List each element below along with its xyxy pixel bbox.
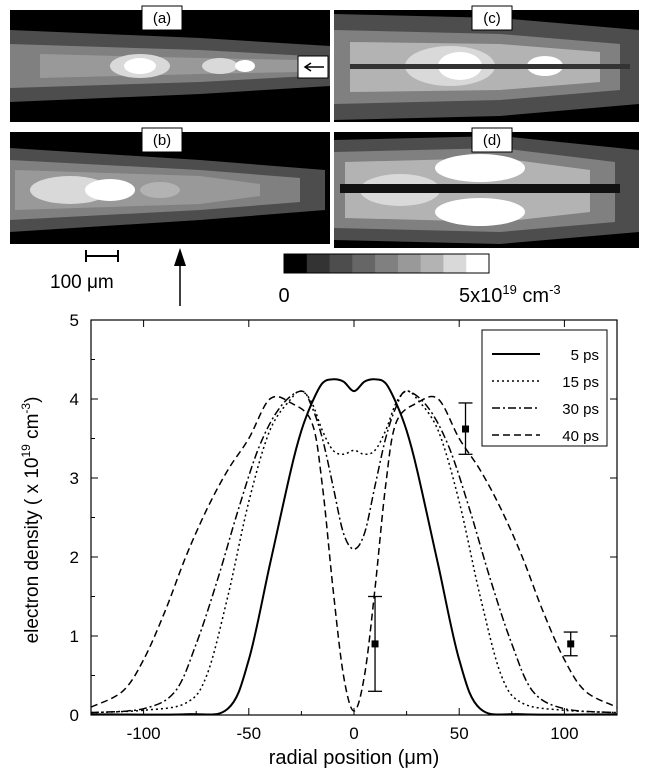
panel-label-b: (b)	[141, 127, 183, 153]
x-axis-label: radial position (μm)	[269, 747, 439, 769]
scale-bar-label: 100 μm	[50, 272, 114, 293]
x-tick-label: -100	[127, 724, 161, 743]
colorbar-swatch	[284, 254, 308, 273]
colorbar-max-label: 5x1019 cm-3	[459, 282, 561, 307]
svg-text:(b): (b)	[153, 132, 171, 149]
legend-label-5-ps: 5 ps	[571, 347, 599, 364]
data-point	[462, 425, 470, 433]
y-tick-label: 3	[70, 469, 79, 488]
up-arrow-icon	[174, 248, 186, 306]
panel-label-c: (c)	[471, 5, 513, 31]
svg-text:(d): (d)	[483, 132, 501, 149]
y-tick-label: 0	[70, 706, 79, 725]
series-line-5-ps	[90, 378, 618, 716]
colorbar-min-label: 0	[278, 285, 289, 307]
svg-text:(c): (c)	[483, 10, 501, 27]
colorbar-swatch	[443, 254, 467, 273]
axis-ticks: -100 -50 0 50 100 0 1 2 3 4 5	[70, 311, 618, 743]
colorbar	[283, 253, 490, 274]
series-line-30-ps	[90, 390, 618, 714]
y-tick-label: 2	[70, 548, 79, 567]
density-profile-chart: -100 -50 0 50 100 0 1 2 3 4 5 radial position (μm)…	[19, 311, 618, 769]
colorbar-swatch	[420, 254, 444, 273]
legend-label-30-ps: 30 ps	[562, 401, 599, 418]
x-tick-label: 100	[550, 724, 578, 743]
x-tick-label: 50	[450, 724, 469, 743]
left-arrow-icon	[303, 62, 324, 72]
series-lines	[90, 378, 618, 716]
y-tick-label: 1	[70, 627, 79, 646]
density-map-panel-b	[10, 132, 330, 244]
panel-label-d: (d)	[471, 127, 513, 153]
error-bars	[368, 402, 578, 692]
density-map-panel-c	[334, 10, 639, 122]
colorbar-swatch	[466, 254, 490, 273]
colorbar-swatch	[397, 254, 422, 273]
legend: 5 ps 15 ps 30 ps 40 ps	[481, 329, 608, 447]
colorbar-swatch	[306, 254, 331, 273]
colorbar-swatch	[352, 254, 376, 273]
colorbar-swatch	[375, 254, 399, 273]
y-axis-label: electron density ( x 1019 cm-3)	[19, 397, 43, 644]
data-point	[567, 640, 575, 648]
panel-label-a: (a)	[141, 5, 183, 31]
legend-label-40-ps: 40 ps	[562, 428, 599, 445]
data-point	[371, 640, 379, 648]
legend-label-15-ps: 15 ps	[562, 374, 599, 391]
density-map-panel-d	[334, 132, 639, 248]
series-line-40-ps	[90, 395, 618, 712]
y-tick-label: 5	[70, 311, 79, 330]
scale-bar: 100 μm	[50, 250, 119, 293]
svg-text:(a): (a)	[153, 10, 171, 27]
colorbar-swatch	[329, 254, 353, 273]
y-tick-label: 4	[70, 390, 79, 409]
colorbar-border	[283, 253, 490, 274]
x-tick-label: 0	[349, 724, 358, 743]
x-tick-label: -50	[237, 724, 262, 743]
